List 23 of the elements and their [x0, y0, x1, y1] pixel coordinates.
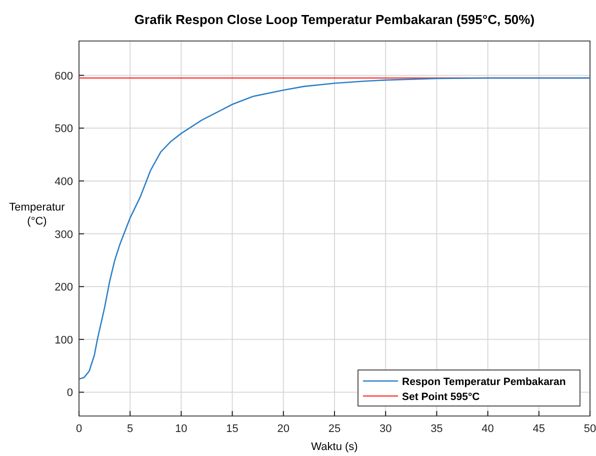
- y-tick-label: 300: [54, 228, 73, 241]
- y-tick-label: 200: [54, 282, 73, 294]
- legend-label: Respon Temperatur Pembakaran: [402, 376, 566, 388]
- x-tick-label: 15: [226, 423, 238, 435]
- y-tick-label: 400: [54, 176, 73, 188]
- y-axis-title: Temperatur (°C): [9, 202, 66, 228]
- x-tick-label: 20: [277, 423, 290, 435]
- x-tick-label: 45: [532, 423, 546, 435]
- y-tick-label: 0: [66, 387, 73, 400]
- x-tick-label: 50: [584, 423, 596, 435]
- y-tick-label: 500: [54, 123, 73, 136]
- x-tick-label: 5: [127, 423, 134, 435]
- legend-label: Set Point 595°C: [402, 391, 480, 403]
- y-tick-label: 100: [54, 334, 73, 346]
- x-axis-title: Waktu (s): [311, 441, 358, 453]
- x-tick-label: 0: [76, 423, 82, 435]
- y-tick-label: 600: [54, 70, 73, 82]
- x-tick-label: 25: [328, 423, 341, 435]
- x-tick-label: 10: [175, 423, 188, 435]
- chart-title: Grafik Respon Close Loop Temperatur Pembakaran (595°C, 50%): [134, 12, 535, 27]
- x-tick-label: 30: [379, 423, 392, 435]
- x-tick-label: 35: [430, 423, 443, 435]
- x-tick-label: 40: [482, 423, 494, 435]
